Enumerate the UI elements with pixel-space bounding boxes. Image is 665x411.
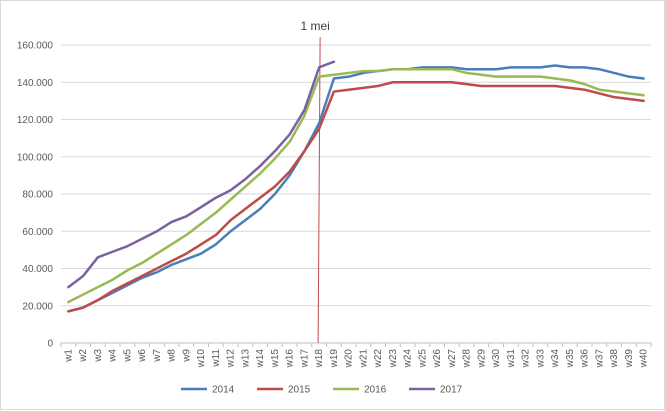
legend-label-2015: 2015 (288, 385, 311, 396)
x-tick-label: w15 (270, 349, 281, 369)
x-tick-label: w9 (181, 349, 192, 363)
x-tick-label: w31 (506, 349, 517, 369)
y-tick-label: 0 (47, 339, 53, 350)
series-line-2016 (67, 67, 645, 304)
x-tick-label: w25 (417, 349, 428, 369)
y-tick-label: 140.000 (17, 78, 54, 89)
x-tick-label: w4 (108, 349, 119, 363)
annotation-label: 1 mei (300, 19, 329, 33)
x-tick-label: w34 (550, 349, 561, 369)
x-tick-label: w5 (122, 349, 133, 363)
x-tick-label: w26 (432, 349, 443, 369)
x-tick-label: w6 (137, 349, 148, 363)
series-line-2015 (67, 81, 645, 313)
series-line-2017 (67, 60, 336, 289)
x-tick-label: w11 (211, 349, 222, 368)
y-tick-label: 60.000 (22, 227, 53, 238)
x-tick-label: w3 (93, 349, 104, 363)
x-tick-label: w10 (196, 349, 207, 369)
x-tick-label: w23 (388, 349, 399, 369)
x-tick-label: w38 (609, 349, 620, 369)
x-tick-label: w12 (226, 349, 237, 369)
y-tick-label: 100.000 (17, 152, 54, 163)
x-tick-label: w2 (78, 349, 89, 363)
y-tick-label: 160.000 (17, 41, 54, 52)
x-tick-label: w29 (476, 349, 487, 369)
y-tick-label: 120.000 (17, 115, 54, 126)
y-tick-label: 20.000 (22, 301, 53, 312)
x-tick-label: w14 (255, 349, 266, 369)
x-tick-label: w27 (447, 349, 458, 369)
legend-label-2014: 2014 (212, 385, 235, 396)
x-tick-label: w24 (403, 349, 414, 369)
x-tick-label: w40 (639, 349, 650, 369)
x-tick-label: w32 (521, 349, 532, 369)
x-tick-label: w30 (491, 349, 502, 369)
x-tick-label: w16 (285, 349, 296, 369)
series-line-2014 (67, 64, 645, 313)
x-tick-label: w18 (314, 349, 325, 369)
x-tick-label: w7 (152, 349, 163, 363)
x-tick-label: w35 (565, 349, 576, 369)
x-tick-label: w20 (344, 349, 355, 369)
x-tick-label: w8 (167, 349, 178, 363)
legend-label-2017: 2017 (440, 385, 463, 396)
y-tick-label: 80.000 (22, 190, 53, 201)
x-tick-label: w39 (624, 349, 635, 369)
legend-label-2016: 2016 (364, 385, 387, 396)
x-tick-label: w21 (358, 349, 369, 369)
x-tick-label: w37 (594, 349, 605, 369)
x-tick-label: w28 (462, 349, 473, 369)
annotation-line (317, 36, 321, 344)
x-tick-label: w17 (299, 349, 310, 369)
y-tick-label: 40.000 (22, 264, 53, 275)
x-tick-label: w22 (373, 349, 384, 369)
x-tick-label: w19 (329, 349, 340, 369)
x-tick-label: w33 (535, 349, 546, 369)
x-tick-label: w13 (240, 349, 251, 369)
x-tick-label: w1 (63, 349, 74, 363)
x-tick-label: w36 (580, 349, 591, 369)
